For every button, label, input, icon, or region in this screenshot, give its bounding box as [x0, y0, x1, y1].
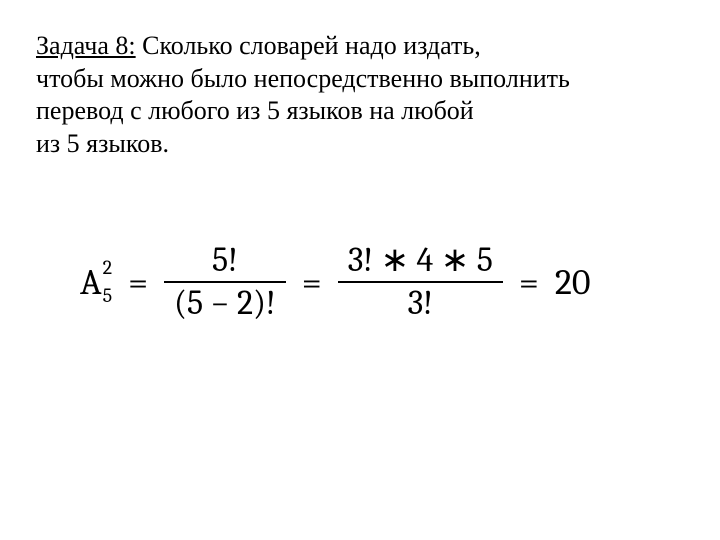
- fraction-2-den: 3!: [398, 283, 443, 324]
- equals-1: =: [128, 262, 148, 303]
- slide-page: Задача 8: Сколько словарей надо издать, …: [0, 0, 720, 540]
- symbol-supsub: 2 5: [103, 262, 113, 302]
- problem-label: Задача 8:: [36, 31, 136, 60]
- problem-line1-rest: Сколько словарей надо издать,: [136, 31, 481, 60]
- fraction-1: 5! (5 − 2)!: [164, 240, 286, 325]
- problem-line2: чтобы можно было непосредственно выполни…: [36, 64, 570, 93]
- symbol-sub: 5: [103, 286, 113, 306]
- equals-2: =: [302, 262, 322, 303]
- formula-row: A 2 5 = 5! (5 − 2)! = 3! ∗ 4 ∗ 5 3! = 20: [36, 240, 684, 325]
- symbol-base: A: [80, 262, 102, 303]
- formula-lhs: A 2 5: [80, 262, 112, 303]
- equals-3: =: [519, 262, 539, 303]
- formula-result: 20: [555, 262, 591, 303]
- problem-line3: перевод с любого из 5 языков на любой: [36, 96, 474, 125]
- fraction-1-den: (5 − 2)!: [164, 283, 286, 324]
- fraction-2-num: 3! ∗ 4 ∗ 5: [338, 240, 503, 281]
- problem-line4: из 5 языков.: [36, 129, 169, 158]
- symbol-sup: 2: [103, 258, 113, 278]
- problem-text-block: Задача 8: Сколько словарей надо издать, …: [36, 30, 684, 160]
- fraction-1-num: 5!: [202, 240, 248, 281]
- fraction-2: 3! ∗ 4 ∗ 5 3!: [338, 240, 503, 325]
